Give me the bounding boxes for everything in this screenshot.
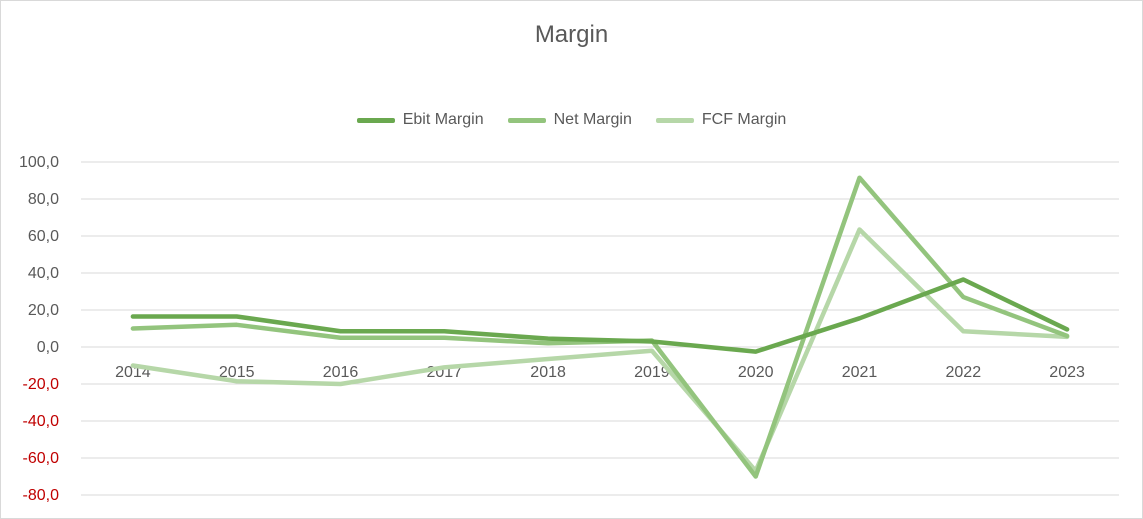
y-tick-label: 20,0	[28, 302, 59, 319]
legend-swatch-ebit-margin	[356, 117, 395, 123]
y-tick-label: 100,0	[19, 154, 59, 171]
legend-label-net-margin: Net Margin	[553, 111, 632, 128]
chart-legend: Ebit Margin Net Margin FCF Margin	[1, 111, 1142, 129]
chart-title: Margin	[534, 21, 609, 48]
legend-label-ebit-margin: Ebit Margin	[402, 111, 484, 128]
legend-swatch-net-margin	[507, 117, 546, 123]
y-tick-label: 40,0	[28, 265, 59, 282]
x-tick-label: 2023	[1049, 364, 1085, 381]
x-tick-label: 2015	[219, 364, 255, 381]
x-tick-label: 2022	[946, 364, 982, 381]
legend-item-fcf-margin: FCF Margin	[655, 111, 787, 129]
legend-item-ebit-margin: Ebit Margin	[356, 111, 484, 129]
y-tick-label: 0,0	[37, 339, 59, 356]
legend-swatch-fcf-margin	[655, 117, 694, 123]
x-tick-label: 2020	[738, 364, 774, 381]
legend-item-net-margin: Net Margin	[507, 111, 632, 129]
y-tick-label: -40,0	[23, 413, 60, 430]
y-tick-label: 60,0	[28, 228, 59, 245]
series-line-fcf-margin	[130, 227, 1070, 474]
y-tick-label: -80,0	[23, 487, 60, 504]
x-tick-label: 2019	[634, 364, 670, 381]
series-line-ebit-margin	[130, 277, 1070, 354]
y-tick-label: -20,0	[23, 376, 60, 393]
x-tick-label: 2016	[323, 364, 359, 381]
series-line-net-margin	[130, 175, 1070, 479]
legend-label-fcf-margin: FCF Margin	[701, 111, 787, 128]
y-tick-label: -60,0	[23, 450, 60, 467]
y-tick-label: 80,0	[28, 191, 59, 208]
x-tick-label: 2018	[530, 364, 566, 381]
x-tick-label: 2021	[842, 364, 878, 381]
